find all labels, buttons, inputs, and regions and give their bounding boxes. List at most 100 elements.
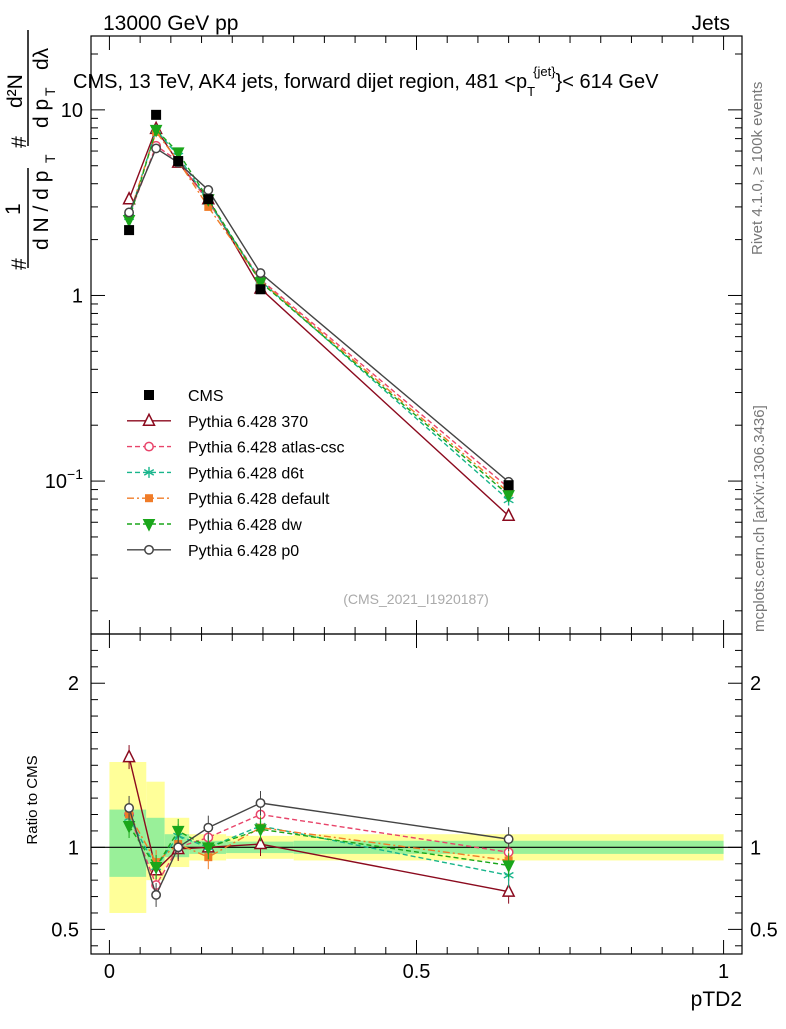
ratio-point-5-5 [503,834,514,845]
ratio-ytick-label-right-1: 1 [750,837,761,859]
cms-point-5 [503,480,514,491]
ratio-point-0-5 [501,883,516,897]
legend-marker-4 [142,519,156,532]
legend-label-0: Pythia 6.428 370 [188,414,308,431]
ratio-point-5-3 [203,822,214,833]
cms-point-3 [203,194,214,205]
rivet-label: Rivet 4.1.0, ≥ 100k events [749,82,766,255]
ratio-point-5-1 [151,889,162,900]
cms-point-0 [124,225,135,236]
ratio-line-2 [128,817,509,876]
legend-marker-1 [144,441,154,452]
legend-label-3: Pythia 6.428 default [188,491,330,508]
ratio-panel: 0.5 0.51 12 2 Ratio to CMS 0 0.5 1 pTD2 [24,633,778,1011]
mcplots-label: mcplots.cern.ch [arXiv:1306.3436] [751,405,768,632]
main-line-2 [128,128,510,501]
ratio-point-5-2 [173,842,184,853]
main-line-3 [128,130,510,493]
ratio-line-5 [128,802,509,897]
main-point-4-2 [171,147,185,161]
main-point-5-3 [203,185,214,195]
ylabel-one: 1 [2,203,25,215]
ratio-point-4-0 [122,821,136,834]
main-ytick-base-0: 10 [45,471,67,493]
cms-point-2 [173,156,184,167]
x-axis-label: pTD2 [691,988,742,1011]
main-point-5-0 [124,207,135,218]
legend-marker-3 [145,494,153,503]
ylabel-lambda: dλ [30,47,53,70]
main-point-4-1 [149,124,163,138]
legend-marker-2-stroke-2 [143,469,155,476]
legend-label-5: Pythia 6.428 p0 [188,543,299,560]
ylabel-den: d N / d p [30,171,53,250]
ratio-ytick-label-right-2: 2 [750,673,761,695]
ratio-point-4-4 [254,824,267,837]
legend-marker-cms [144,390,154,400]
ylabel-hash-1: # [8,258,31,270]
main-line-1 [128,144,510,489]
ratio-band-inner-1 [146,817,165,864]
legend-label-4: Pythia 6.428 dw [188,517,302,534]
legend-marker-5 [144,544,154,555]
watermark: (CMS_2021_I1920187) [343,591,489,607]
ratio-ytick-label-left-1: 1 [68,837,79,859]
ratio-point-4-3 [201,842,215,855]
ratio-line-3 [128,814,509,864]
main-panel: 10−1110102 CMS, 13 TeV, AK4 jets, forwar… [45,35,743,635]
main-ytick-label-1: 1 [72,285,83,307]
main-ytick-exp-0: −1 [67,466,83,482]
main-point-5-4 [255,268,266,279]
header-right: Jets [691,12,730,35]
ratio-point-0-0 [122,748,136,763]
legend-marker-0 [142,412,156,427]
main-title: CMS, 13 TeV, AK4 jets, forward dijet reg… [73,64,659,99]
main-point-0-5 [501,507,516,522]
main-series [122,120,516,522]
title-sub: T [527,84,535,99]
ratio-point-5-0 [124,802,135,813]
ratio-series [122,745,516,907]
main-yticks: 10−1110102 [45,36,742,634]
ratio-yticks: 0.5 0.5 1 1 2 2 [51,649,778,947]
ratio-line-1 [128,813,509,887]
ratio-ylabel: Ratio to CMS [24,755,41,844]
legend-label-1: Pythia 6.428 atlas-csc [188,440,345,457]
main-point-3-3 [204,202,213,211]
cms-point-4 [255,284,266,295]
ylabel-num-bot-sub: T [42,87,58,96]
ylabel-den-sub: T [42,154,58,163]
ratio-point-4-2 [171,825,185,839]
ratio-frame [90,633,743,955]
legend: CMS Pythia 6.428 370 Pythia 6.428 atlas-cs… [127,388,345,560]
ratio-point-0-4 [253,835,268,850]
legend-label-2: Pythia 6.428 d6t [188,465,304,482]
cms-point-1 [151,109,162,120]
main-point-0-0 [122,191,136,205]
main-ytick-label-0: 10−1 [45,466,83,493]
ratio-ytick-label-right-0: 0.5 [750,919,778,941]
ratio-ytick-label-left-0: 0.5 [51,919,79,941]
main-ylabel: # 1 d N / d p T # d²N d p T dλ [2,30,58,270]
cms-data [124,109,514,491]
main-point-5-1 [151,143,162,154]
xticks: 0 0.5 1 [104,634,729,983]
ratio-line-0 [128,756,509,893]
header-left: 13000 GeV pp [103,12,238,35]
x-tick-label-2: 1 [718,961,729,983]
main-line-0 [128,127,510,517]
x-tick-label-1: 0.5 [403,961,431,983]
ylabel-num-bot: d p [30,99,53,128]
ratio-point-4-5 [502,860,515,874]
legend-label-cms: CMS [188,388,224,405]
legend-marker-2 [143,466,155,478]
ratio-line-4 [128,825,509,869]
title-tail: }< 614 GeV [556,71,660,93]
ratio-ytick-label-left-2: 2 [68,673,79,695]
x-tick-label-0: 0 [104,961,115,983]
ylabel-num-top: d²N [4,74,27,108]
ratio-point-5-4 [255,798,266,808]
ylabel-hash-2: # [8,136,31,148]
ratio-point-4-1 [149,862,163,875]
